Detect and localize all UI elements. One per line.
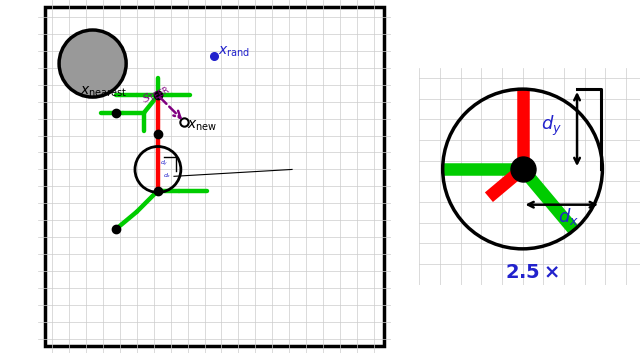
Text: $\mathbf{2.5\times}$: $\mathbf{2.5\times}$ [505, 263, 559, 282]
Text: $\mathcal{S}_{\rm TEER}$: $\mathcal{S}_{\rm TEER}$ [140, 81, 173, 108]
Text: $x_{\rm new}$: $x_{\rm new}$ [188, 118, 218, 132]
Text: $d_x$: $d_x$ [163, 171, 172, 180]
Circle shape [59, 30, 126, 97]
Text: $d_y$: $d_y$ [541, 113, 563, 138]
Text: $x_{\rm nearest}$: $x_{\rm nearest}$ [80, 85, 127, 99]
Text: $x_{\rm rand}$: $x_{\rm rand}$ [218, 45, 250, 59]
Text: $d_y$: $d_y$ [160, 159, 168, 169]
Text: $d_x$: $d_x$ [558, 205, 579, 227]
